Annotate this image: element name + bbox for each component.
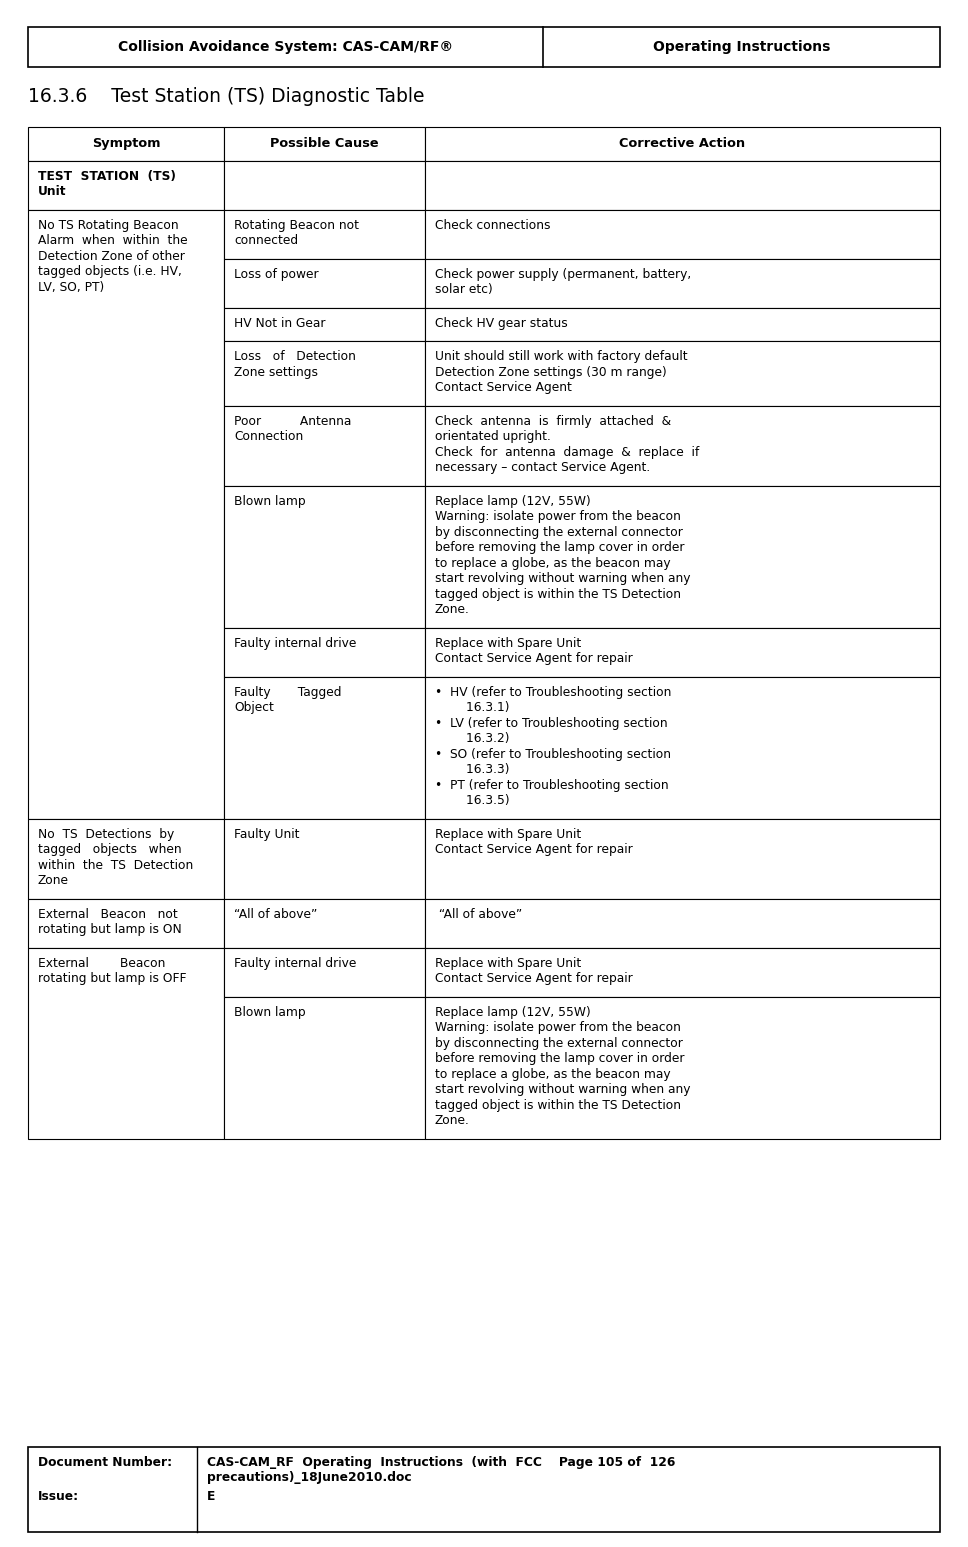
Text: Check power supply (permanent, battery,
solar etc): Check power supply (permanent, battery, … [435, 268, 691, 295]
Text: Issue:: Issue: [38, 1490, 79, 1504]
Bar [425, 818, 940, 899]
Bar [28, 26, 940, 67]
Text: Loss of power: Loss of power [234, 268, 318, 280]
Bar [28, 127, 224, 161]
Bar [224, 676, 425, 818]
Text: Rotating Beacon not
connected: Rotating Beacon not connected [234, 218, 359, 248]
Text: Loss   of   Detection
Zone settings: Loss of Detection Zone settings [234, 350, 356, 379]
Bar [224, 405, 425, 486]
Text: External        Beacon
rotating but lamp is OFF: External Beacon rotating but lamp is OFF [38, 956, 187, 985]
Bar [28, 161, 224, 209]
Text: Replace with Spare Unit
Contact Service Agent for repair: Replace with Spare Unit Contact Service … [435, 636, 632, 665]
Bar [425, 947, 940, 996]
Bar [224, 308, 425, 340]
Text: No TS Rotating Beacon
Alarm  when  within  the
Detection Zone of other
tagged ob: No TS Rotating Beacon Alarm when within … [38, 218, 188, 294]
Text: Faulty internal drive: Faulty internal drive [234, 636, 356, 650]
Text: Check HV gear status: Check HV gear status [435, 317, 567, 330]
Text: Corrective Action: Corrective Action [620, 138, 745, 150]
Text: Possible Cause: Possible Cause [270, 138, 378, 150]
Text: Check  antenna  is  firmly  attached  &
orientated upright.
Check  for  antenna : Check antenna is firmly attached & orien… [435, 415, 699, 473]
Text: TEST  STATION  (TS)
Unit: TEST STATION (TS) Unit [38, 170, 176, 198]
Text: Symptom: Symptom [92, 138, 161, 150]
Bar [425, 996, 940, 1139]
Bar [224, 947, 425, 996]
Bar [425, 258, 940, 308]
Bar [28, 818, 224, 899]
Bar [425, 899, 940, 947]
Text: Collision Avoidance System: CAS-CAM/RF®: Collision Avoidance System: CAS-CAM/RF® [118, 40, 453, 54]
Bar [28, 899, 224, 947]
Bar [28, 1446, 940, 1532]
Text: Unit should still work with factory default
Detection Zone settings (30 m range): Unit should still work with factory defa… [435, 350, 687, 394]
Bar [425, 127, 940, 161]
Text: Replace with Spare Unit
Contact Service Agent for repair: Replace with Spare Unit Contact Service … [435, 828, 632, 855]
Text: HV Not in Gear: HV Not in Gear [234, 317, 325, 330]
Text: “All of above”: “All of above” [234, 908, 318, 920]
Text: Check connections: Check connections [435, 218, 550, 232]
Bar [425, 486, 940, 628]
Text: Faulty Unit: Faulty Unit [234, 828, 299, 840]
Bar [224, 628, 425, 676]
Bar [224, 258, 425, 308]
Text: Blown lamp: Blown lamp [234, 1006, 306, 1018]
Bar [425, 405, 940, 486]
Bar [224, 127, 425, 161]
Bar [425, 308, 940, 340]
Bar [224, 996, 425, 1139]
Text: 16.3.6    Test Station (TS) Diagnostic Table: 16.3.6 Test Station (TS) Diagnostic Tabl… [28, 87, 425, 107]
Bar [28, 209, 224, 818]
Bar [28, 947, 224, 1139]
Text: Replace lamp (12V, 55W)
Warning: isolate power from the beacon
by disconnecting : Replace lamp (12V, 55W) Warning: isolate… [435, 495, 690, 616]
Text: •  HV (refer to Troubleshooting section
        16.3.1)
•  LV (refer to Troubles: • HV (refer to Troubleshooting section 1… [435, 685, 671, 808]
Text: Replace with Spare Unit
Contact Service Agent for repair: Replace with Spare Unit Contact Service … [435, 956, 632, 985]
Bar [224, 340, 425, 405]
Text: Operating Instructions: Operating Instructions [653, 40, 831, 54]
Bar [425, 161, 940, 209]
Text: Poor          Antenna
Connection: Poor Antenna Connection [234, 415, 351, 442]
Text: CAS-CAM_RF  Operating  Instructions  (with  FCC    Page 105 of  126
precautions): CAS-CAM_RF Operating Instructions (with … [207, 1456, 675, 1485]
Bar [224, 818, 425, 899]
Text: Replace lamp (12V, 55W)
Warning: isolate power from the beacon
by disconnecting : Replace lamp (12V, 55W) Warning: isolate… [435, 1006, 690, 1128]
Text: E: E [207, 1490, 215, 1504]
Text: Faulty       Tagged
Object: Faulty Tagged Object [234, 685, 342, 715]
Bar [224, 486, 425, 628]
Text: External   Beacon   not
rotating but lamp is ON: External Beacon not rotating but lamp is… [38, 908, 182, 936]
Text: Faulty internal drive: Faulty internal drive [234, 956, 356, 970]
Bar [425, 676, 940, 818]
Bar [425, 628, 940, 676]
Bar [224, 899, 425, 947]
Text: “All of above”: “All of above” [435, 908, 522, 920]
Text: Blown lamp: Blown lamp [234, 495, 306, 507]
Bar [224, 161, 425, 209]
Bar [425, 209, 940, 258]
Bar [224, 209, 425, 258]
Text: No  TS  Detections  by
tagged   objects   when
within  the  TS  Detection
Zone: No TS Detections by tagged objects when … [38, 828, 194, 886]
Bar [425, 340, 940, 405]
Text: Document Number:: Document Number: [38, 1456, 172, 1470]
